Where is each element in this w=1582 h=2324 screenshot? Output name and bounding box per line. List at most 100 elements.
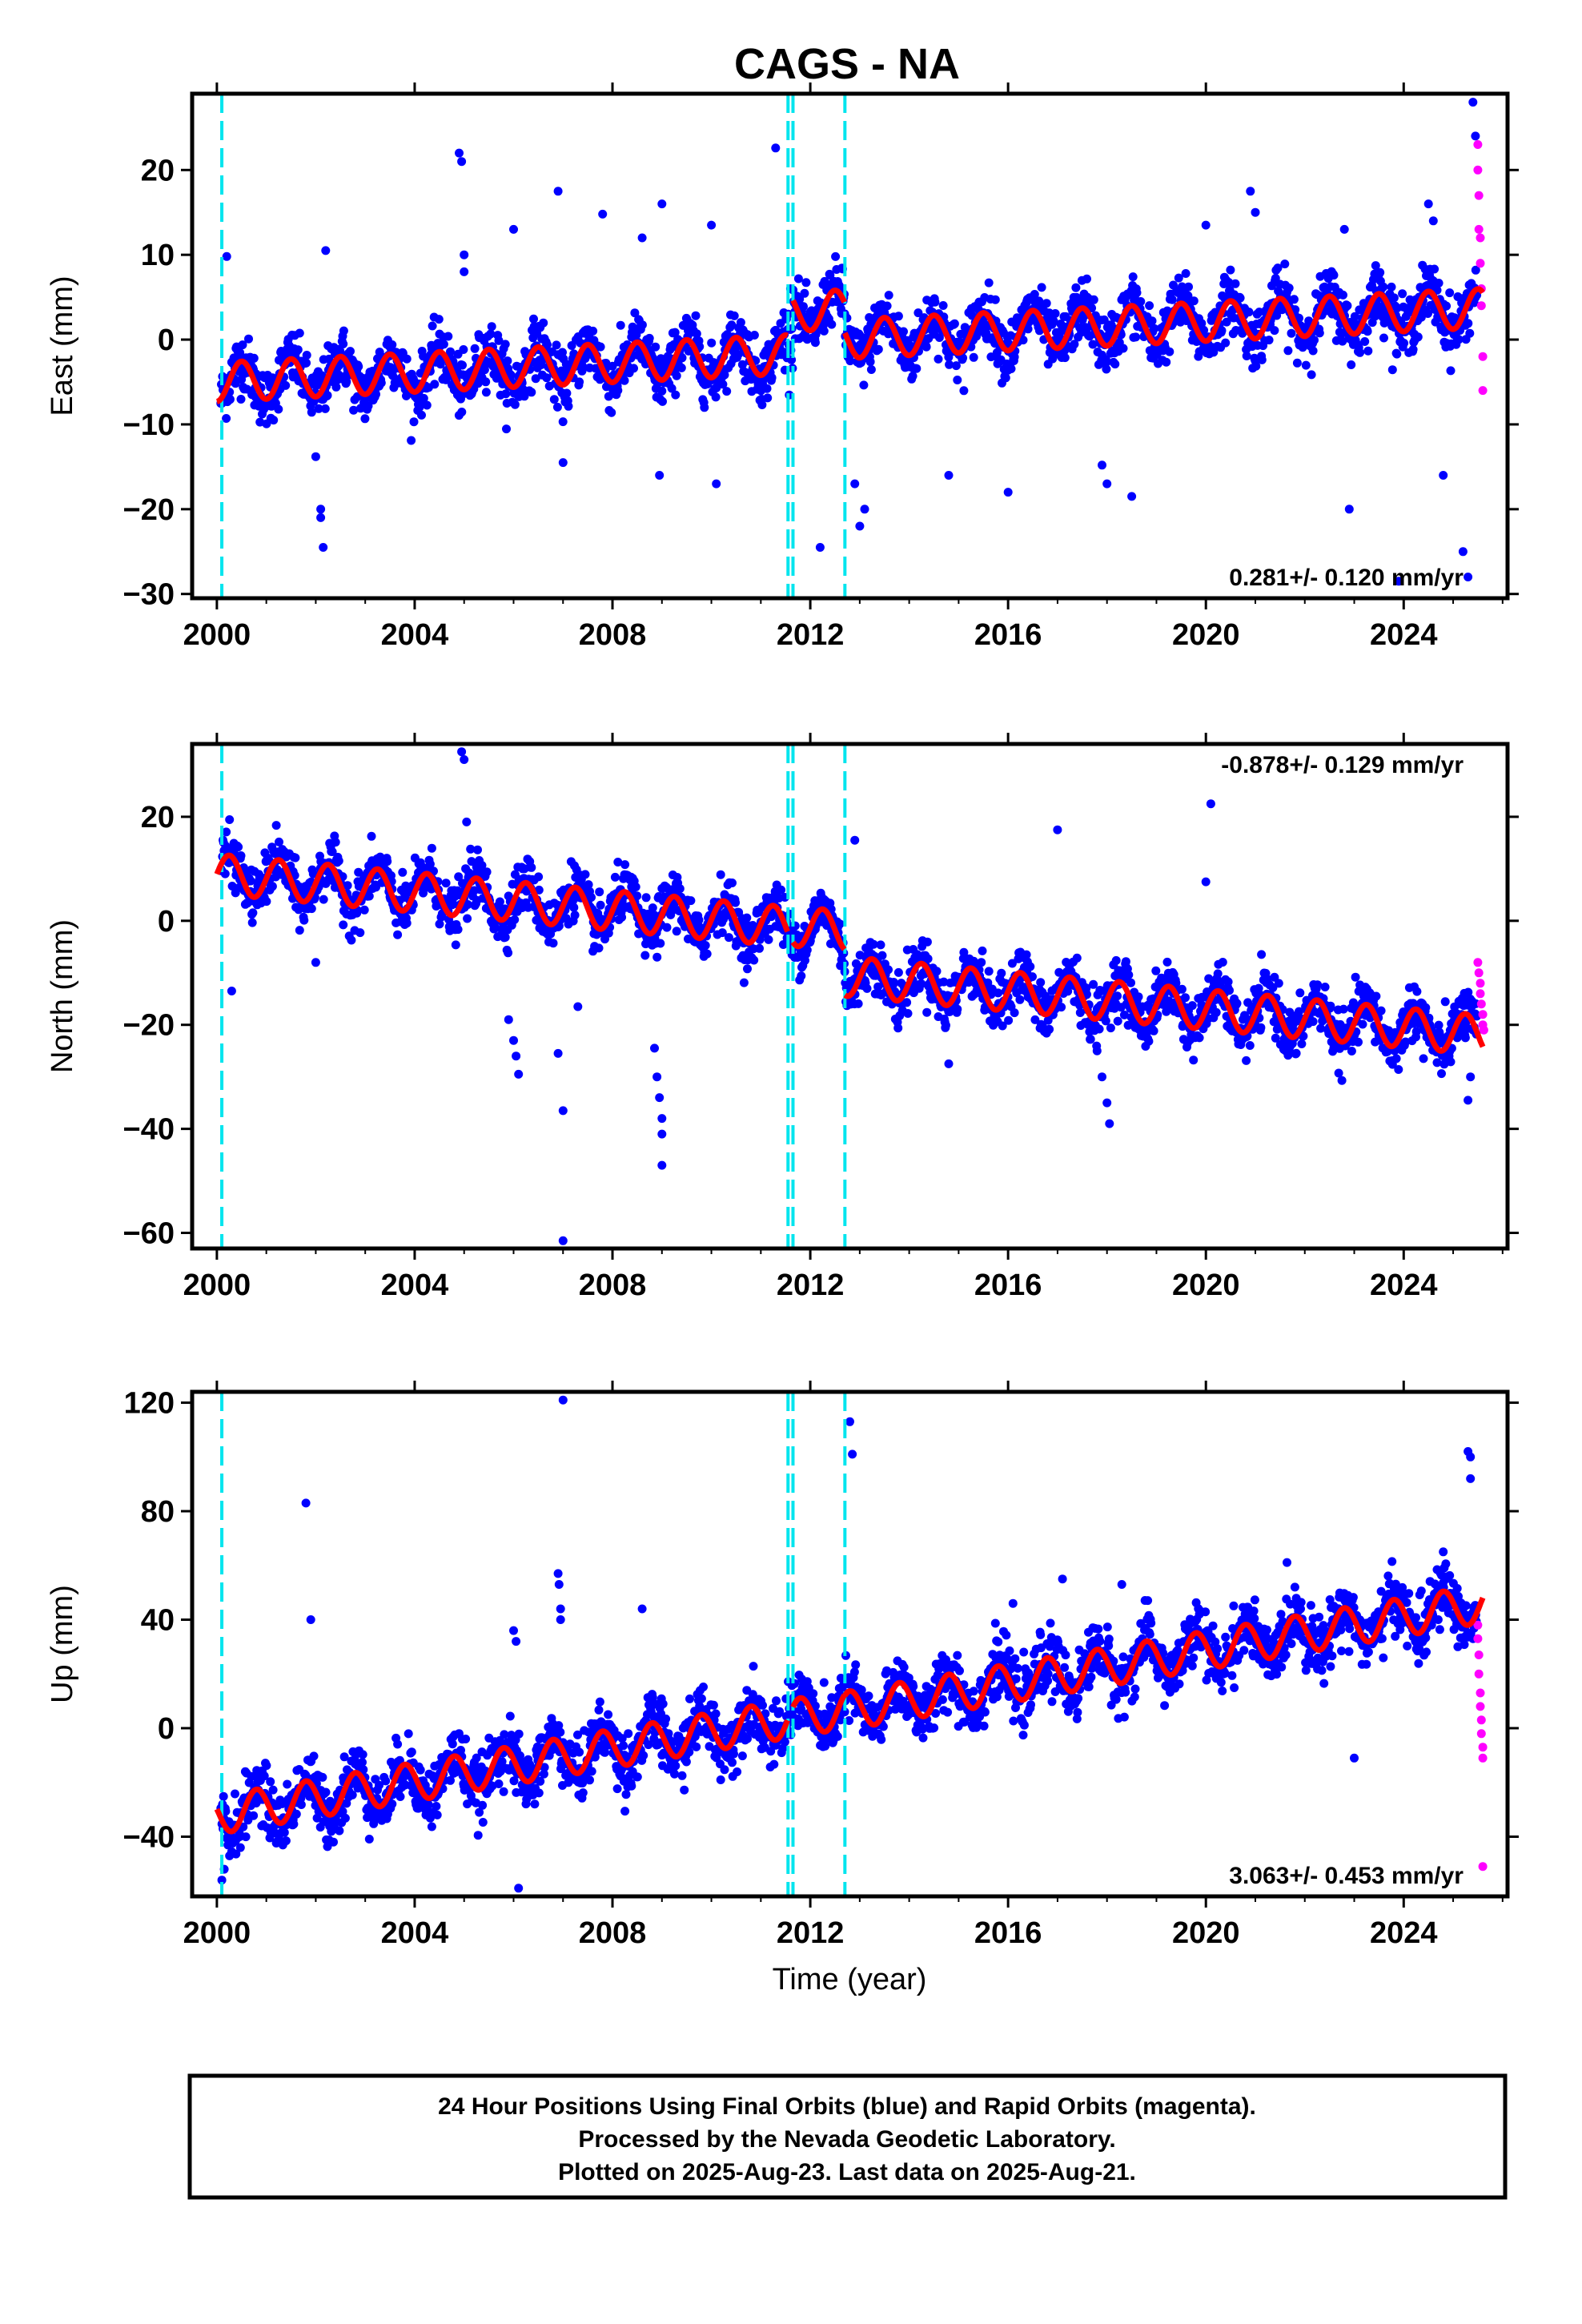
up-daily-point bbox=[279, 1827, 289, 1837]
east-daily-point bbox=[607, 408, 616, 417]
east-daily-point bbox=[323, 391, 332, 400]
north-daily-point bbox=[359, 905, 369, 915]
north-daily-point bbox=[641, 893, 651, 903]
east-daily-point bbox=[938, 301, 948, 310]
east-daily-point bbox=[1128, 272, 1138, 282]
east-y-tick-labels: −30 −20 −10 0 10 20 bbox=[123, 154, 175, 611]
east-daily-point bbox=[1184, 282, 1193, 292]
east-daily-point bbox=[1442, 301, 1452, 311]
east-daily-point bbox=[945, 360, 954, 369]
east-daily-point bbox=[1177, 282, 1186, 292]
east-daily-point bbox=[700, 403, 709, 412]
north-daily-point bbox=[1119, 1010, 1129, 1019]
north-daily-point bbox=[1126, 978, 1135, 987]
north-outlier-point bbox=[1466, 1072, 1476, 1082]
east-daily-point bbox=[339, 340, 348, 348]
east-daily-point bbox=[950, 319, 959, 328]
north-outlier-point bbox=[553, 1048, 563, 1058]
east-daily-point bbox=[810, 338, 820, 348]
north-daily-point bbox=[876, 940, 885, 950]
east-daily-point bbox=[1347, 360, 1356, 369]
east-daily-point bbox=[1301, 360, 1311, 370]
up-daily-point bbox=[262, 1761, 271, 1771]
east-daily-point bbox=[921, 342, 931, 352]
north-daily-point bbox=[248, 908, 258, 918]
north-daily-point bbox=[402, 919, 412, 928]
north-daily-point bbox=[1082, 983, 1091, 993]
north-outlier-point bbox=[657, 1129, 667, 1139]
east-frame bbox=[190, 91, 1510, 601]
east-offset-lines bbox=[220, 94, 847, 598]
north-daily-point bbox=[702, 949, 712, 959]
east-outlier-point bbox=[1201, 220, 1211, 230]
east-points bbox=[216, 98, 1488, 586]
east-outlier-point bbox=[319, 543, 328, 552]
north-daily-point bbox=[482, 867, 492, 877]
east-daily-point bbox=[342, 377, 351, 387]
east-x-tick-label: 2008 bbox=[579, 618, 647, 652]
east-rapid-point bbox=[1478, 386, 1488, 396]
east-daily-point bbox=[1221, 338, 1231, 348]
north-daily-point bbox=[1113, 991, 1122, 1001]
east-daily-point bbox=[1399, 339, 1409, 348]
east-outlier-point bbox=[1098, 460, 1106, 470]
east-daily-point bbox=[1423, 309, 1432, 318]
north-daily-point bbox=[247, 918, 257, 927]
east-daily-point bbox=[629, 364, 638, 373]
east-daily-point bbox=[866, 365, 876, 374]
east-daily-point bbox=[944, 352, 954, 362]
east-daily-point bbox=[1174, 273, 1183, 283]
north-daily-point bbox=[1391, 1054, 1401, 1063]
north-daily-point bbox=[327, 847, 337, 856]
north-daily-point bbox=[454, 872, 464, 882]
east-outlier-point bbox=[712, 479, 721, 489]
east-x-tick-label: 2016 bbox=[974, 618, 1042, 652]
east-daily-point bbox=[1162, 357, 1171, 367]
east-daily-point bbox=[691, 311, 701, 320]
up-daily-point bbox=[247, 1771, 256, 1781]
east-daily-point bbox=[510, 400, 520, 409]
east-panel: −30 −20 −10 0 10 20 2000 2004 2008 2012 … bbox=[46, 82, 1519, 652]
north-daily-point bbox=[1376, 1006, 1386, 1015]
east-daily-point bbox=[859, 380, 869, 390]
east-daily-point bbox=[324, 354, 334, 364]
north-daily-point bbox=[610, 872, 620, 882]
east-daily-point bbox=[670, 328, 680, 337]
east-daily-point bbox=[1050, 309, 1060, 318]
north-daily-point bbox=[367, 831, 376, 841]
north-daily-point bbox=[743, 964, 752, 974]
east-daily-point bbox=[457, 408, 467, 416]
east-daily-point bbox=[1199, 325, 1209, 335]
north-daily-point bbox=[998, 1021, 1007, 1031]
north-daily-point bbox=[1291, 1048, 1301, 1058]
north-daily-point bbox=[717, 928, 727, 938]
north-daily-point bbox=[425, 859, 435, 869]
north-daily-point bbox=[1434, 1020, 1443, 1030]
north-model-segment bbox=[214, 852, 790, 946]
north-daily-point bbox=[902, 998, 912, 1007]
east-daily-point bbox=[767, 373, 777, 383]
east-outlier-point bbox=[460, 250, 469, 259]
north-outlier-point bbox=[1201, 877, 1211, 887]
north-daily-point bbox=[1432, 1058, 1442, 1068]
north-daily-point bbox=[869, 939, 878, 949]
up-daily-point bbox=[266, 1777, 275, 1787]
up-daily-point bbox=[283, 1779, 292, 1789]
north-daily-point bbox=[1295, 988, 1305, 998]
north-daily-point bbox=[1004, 1015, 1014, 1025]
east-daily-point bbox=[1060, 353, 1070, 363]
east-daily-point bbox=[415, 403, 424, 412]
east-daily-point bbox=[1037, 283, 1046, 292]
east-daily-point bbox=[487, 322, 496, 332]
east-daily-point bbox=[506, 370, 516, 380]
east-daily-point bbox=[800, 288, 809, 298]
up-daily-point bbox=[235, 1843, 245, 1852]
north-x-tick-labels: 2000 2004 2008 2012 2016 2020 2024 bbox=[183, 1269, 1438, 1302]
east-daily-point bbox=[417, 410, 426, 420]
east-daily-point bbox=[531, 374, 540, 384]
north-outlier-point bbox=[509, 1035, 518, 1045]
north-x-tick-label: 2004 bbox=[381, 1269, 449, 1302]
east-daily-point bbox=[637, 320, 647, 330]
north-model-segment bbox=[790, 906, 847, 951]
north-daily-point bbox=[889, 978, 898, 987]
